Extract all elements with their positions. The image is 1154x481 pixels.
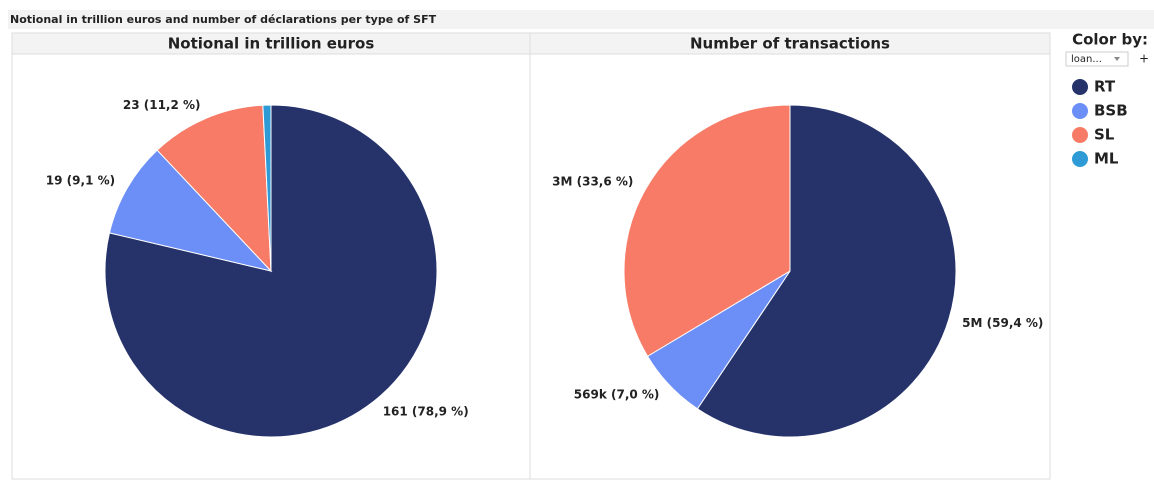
data-label: 23 (11,2 %) bbox=[123, 98, 201, 112]
legend-swatch bbox=[1072, 127, 1088, 143]
dashboard-title: Notional in trillion euros and number of… bbox=[10, 13, 437, 26]
header-bar bbox=[8, 10, 1154, 29]
chart-title: Number of transactions bbox=[690, 35, 890, 53]
pie-slice bbox=[262, 104, 272, 272]
pie-slice bbox=[108, 149, 273, 272]
add-button[interactable]: + bbox=[1139, 52, 1149, 66]
legend-swatch bbox=[1072, 103, 1088, 119]
legend-label: RT bbox=[1094, 78, 1116, 96]
pie-slice bbox=[696, 104, 957, 438]
pie-slice bbox=[156, 104, 272, 273]
pie-slice bbox=[623, 104, 791, 357]
legend-label: BSB bbox=[1094, 102, 1128, 120]
legend-swatch bbox=[1072, 79, 1088, 95]
data-label: 19 (9,1 %) bbox=[46, 174, 115, 188]
legend-dropdown[interactable] bbox=[1065, 51, 1129, 67]
chart-title: Notional in trillion euros bbox=[168, 35, 375, 53]
legend-title: Color by: bbox=[1072, 31, 1148, 49]
dropdown-arrow[interactable] bbox=[1114, 57, 1120, 61]
data-label: 161 (78,9 %) bbox=[383, 405, 469, 419]
legend-swatch bbox=[1072, 151, 1088, 167]
legend-label: ML bbox=[1094, 150, 1119, 168]
panel-header bbox=[529, 32, 1051, 55]
dropdown-text[interactable]: loan... bbox=[1071, 54, 1102, 65]
data-label: 3M (33,6 %) bbox=[552, 175, 633, 189]
legend-label: SL bbox=[1094, 126, 1115, 144]
data-label: 569k (7,0 %) bbox=[574, 387, 660, 401]
data-label: 5M (59,4 %) bbox=[962, 316, 1043, 330]
